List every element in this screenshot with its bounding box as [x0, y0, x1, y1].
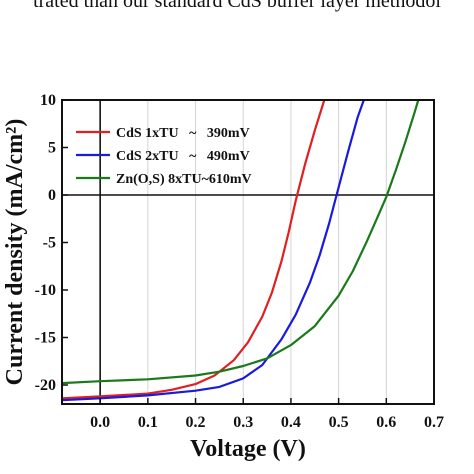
x-tick-label-5: 0.5 — [329, 414, 349, 431]
series-line-2 — [62, 100, 420, 385]
x-tick-label-7: 0.7 — [424, 414, 444, 431]
y-tick-label-6: 10 — [40, 92, 56, 109]
plot-frame — [61, 99, 435, 405]
tick-layer: 0.0 0.1 0.2 0.3 0.4 0.5 0.6 0.7 -20 -15 -10 -5 0 5 10 — [35, 92, 444, 431]
x-tick-label-6: 0.6 — [376, 414, 396, 431]
x-tick-label-4: 0.4 — [281, 414, 301, 431]
series-line-0 — [62, 100, 326, 400]
y-axis-label: Current density (mA/cm²) — [2, 119, 28, 386]
page-caption-fragment: trated than our standard CdS buffer laye… — [33, 0, 441, 12]
y-tick-label-0: -20 — [35, 377, 56, 394]
x-tick-label-0: 0.0 — [90, 414, 110, 431]
y-tick-label-3: -5 — [43, 235, 56, 252]
y-tick-label-5: 5 — [48, 140, 56, 157]
y-tick-label-1: -15 — [35, 330, 56, 347]
x-tick-label-3: 0.3 — [233, 414, 253, 431]
series-line-1 — [62, 100, 365, 402]
x-axis-label: Voltage (V) — [190, 436, 306, 462]
legend-label-2: Zn(O,S) 8xTU~610mV — [116, 172, 252, 187]
legend-label-0: CdS 1xTU ~ 390mV — [116, 126, 250, 141]
legend: CdS 1xTU ~ 390mV CdS 2xTU ~ 490mV Zn(O,S) … — [76, 126, 252, 187]
series-layer — [62, 100, 420, 402]
y-tick-label-2: -10 — [35, 282, 56, 299]
y-tick-label-4: 0 — [48, 187, 56, 204]
zero-lines — [62, 100, 434, 404]
x-tick-label-1: 0.1 — [138, 414, 158, 431]
x-tick-label-2: 0.2 — [186, 414, 206, 431]
grid-layer — [147, 100, 387, 404]
legend-label-1: CdS 2xTU ~ 490mV — [116, 149, 250, 164]
